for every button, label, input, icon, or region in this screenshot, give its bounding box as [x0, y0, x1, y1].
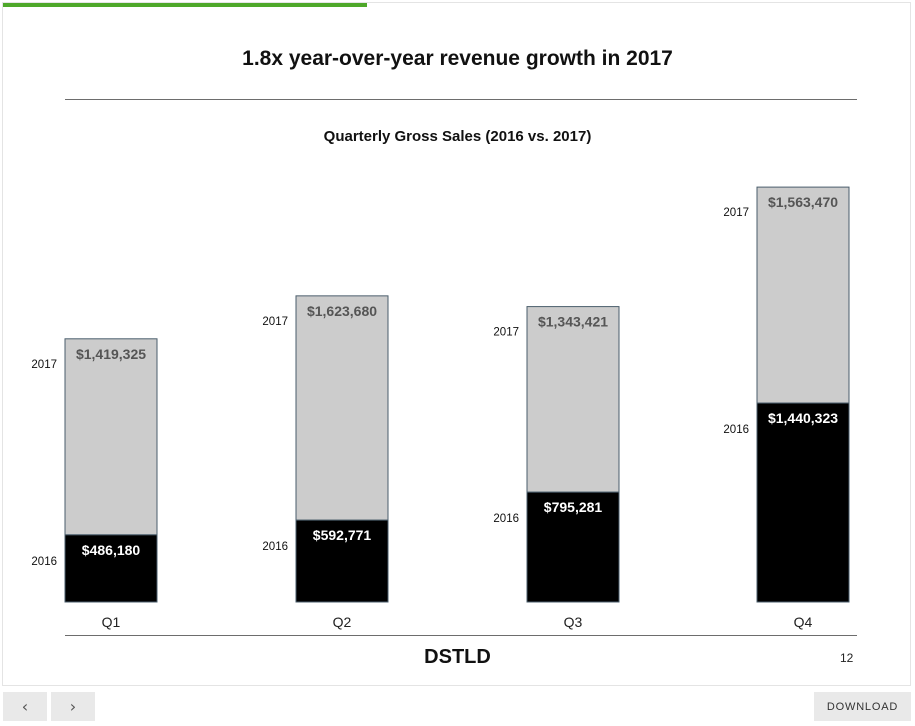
bar-2016-q1 [64, 534, 158, 603]
bar-2017-q2 [295, 295, 389, 521]
bar-2016-q3 [526, 491, 620, 603]
previous-slide-button[interactable]: ‹ [3, 692, 47, 721]
data-label-2016-q4: $1,440,323 [768, 410, 838, 426]
title-divider [65, 99, 857, 100]
x-tick-label-q2: Q2 [333, 614, 352, 630]
x-tick-label-q3: Q3 [564, 614, 583, 630]
x-tick-label-q4: Q4 [794, 614, 813, 630]
bar-2017-q4 [756, 186, 850, 404]
legend-label-2016-q4: 2016 [723, 424, 749, 436]
stacked-bar-chart: $1,419,325 $486,180 2017 2016 Q1 $1,623,680 $5… [31, 186, 850, 630]
data-label-2017-q3: $1,343,421 [538, 314, 608, 330]
brand-logo: DSTLD [424, 646, 491, 668]
progress-bar [3, 3, 912, 7]
download-button[interactable]: DOWNLOAD [814, 692, 911, 721]
legend-label-2016-q3: 2016 [493, 513, 519, 525]
legend-label-2017-q4: 2017 [723, 207, 749, 219]
bar-2016-q2 [295, 519, 389, 603]
data-label-2016-q3: $795,281 [544, 499, 603, 515]
chart-title: Quarterly Gross Sales (2016 vs. 2017) [323, 128, 592, 145]
data-label-2017-q1: $1,419,325 [76, 346, 146, 362]
chevron-right-icon: › [69, 697, 77, 716]
progress-fill [3, 3, 367, 7]
slide-title: 1.8x year-over-year revenue growth in 20… [242, 47, 673, 70]
bar-2017-q3 [526, 306, 620, 493]
chevron-left-icon: ‹ [21, 697, 29, 716]
data-label-2016-q1: $486,180 [82, 542, 141, 558]
legend-label-2017-q2: 2017 [262, 316, 288, 328]
data-label-2016-q2: $592,771 [313, 527, 372, 543]
legend-label-2017-q3: 2017 [493, 327, 519, 339]
legend-label-2016-q2: 2016 [262, 541, 288, 553]
bar-2016-q4 [756, 402, 850, 603]
data-label-2017-q4: $1,563,470 [768, 194, 838, 210]
legend-label-2016-q1: 2016 [31, 556, 57, 568]
page-number: 12 [840, 651, 854, 665]
data-label-2017-q2: $1,623,680 [307, 303, 377, 319]
legend-label-2017-q1: 2017 [31, 359, 57, 371]
footer-divider [65, 635, 857, 636]
bar-2017-q1 [64, 338, 158, 536]
x-tick-label-q1: Q1 [102, 614, 121, 630]
next-slide-button[interactable]: › [51, 692, 95, 721]
